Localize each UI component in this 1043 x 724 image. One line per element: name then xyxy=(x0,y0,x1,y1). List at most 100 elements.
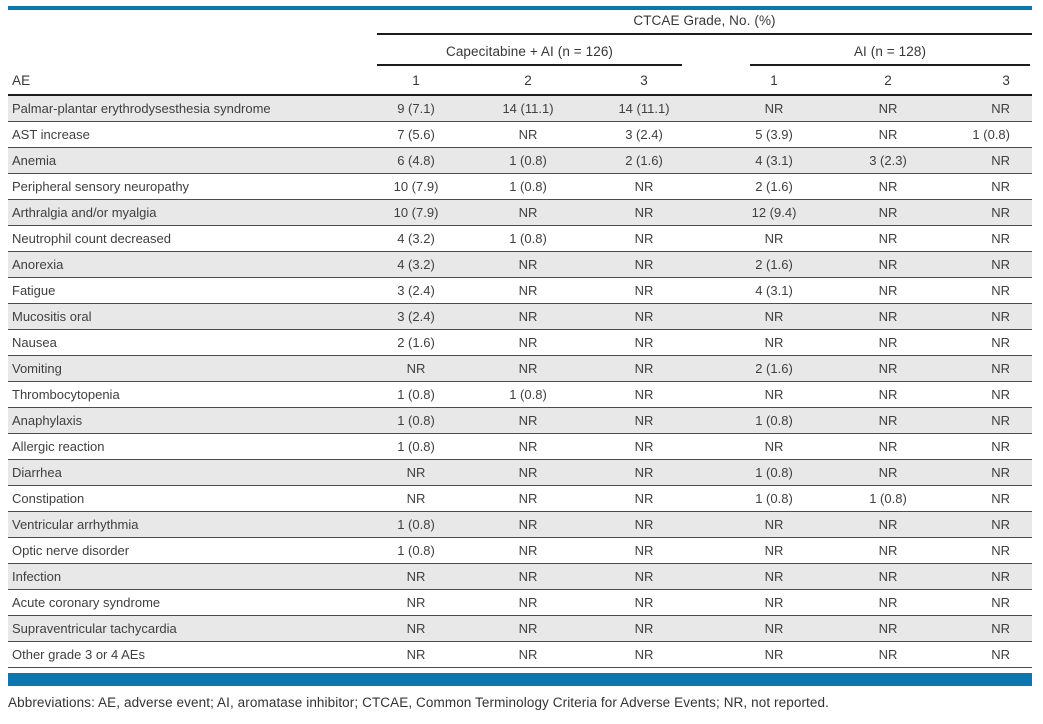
grade-value: NR xyxy=(584,303,704,330)
grade-value: 14 (11.1) xyxy=(472,95,584,122)
grade-value: 4 (3.1) xyxy=(704,147,844,174)
grade-value: NR xyxy=(584,199,704,226)
ae-label: Fatigue xyxy=(8,277,360,304)
table-row: Allergic reaction 1 (0.8) NR NR NR NR NR xyxy=(8,433,1032,460)
grade-value: NR xyxy=(704,225,844,252)
ae-label: Allergic reaction xyxy=(8,433,360,460)
group-capecitabine-ai: Capecitabine + AI (n = 126) xyxy=(377,44,682,66)
table-row: Mucositis oral 3 (2.4) NR NR NR NR NR xyxy=(8,303,1032,330)
grade-value: NR xyxy=(932,95,1032,122)
grade-value: NR xyxy=(584,329,704,356)
grade-col-header-cap-3: 3 xyxy=(584,66,704,96)
ae-label: Infection xyxy=(8,563,360,590)
grade-value: 3 (2.4) xyxy=(360,277,472,304)
ae-label: Anaphylaxis xyxy=(8,407,360,434)
table-row: Palmar-plantar erythrodysesthesia syndro… xyxy=(8,95,1032,122)
grade-header-row: CTCAE Grade, No. (%) xyxy=(8,10,1032,35)
grade-value: 1 (0.8) xyxy=(472,381,584,408)
grade-value: NR xyxy=(360,355,472,382)
abbreviations-footnote: Abbreviations: AE, adverse event; AI, ar… xyxy=(8,694,829,710)
grade-value: 2 (1.6) xyxy=(584,147,704,174)
ae-label: Vomiting xyxy=(8,355,360,382)
grade-value: 2 (1.6) xyxy=(360,329,472,356)
ae-label: Neutrophil count decreased xyxy=(8,225,360,252)
grade-value: NR xyxy=(584,485,704,512)
grade-value: NR xyxy=(472,407,584,434)
ae-label: Supraventricular tachycardia xyxy=(8,615,360,642)
bottom-accent-bar xyxy=(8,672,1032,686)
grade-value: 1 (0.8) xyxy=(844,485,932,512)
grade-value: 6 (4.8) xyxy=(360,147,472,174)
grade-value: NR xyxy=(932,147,1032,174)
grade-value: NR xyxy=(844,121,932,148)
ae-label: Thrombocytopenia xyxy=(8,381,360,408)
grade-value: 2 (1.6) xyxy=(704,355,844,382)
grade-value: 1 (0.8) xyxy=(360,407,472,434)
grade-value: NR xyxy=(360,641,472,668)
ae-label: Mucositis oral xyxy=(8,303,360,330)
grade-value: 10 (7.9) xyxy=(360,199,472,226)
ae-label: Anorexia xyxy=(8,251,360,278)
group-capecitabine-ai-label: Capecitabine + AI (n = 126) xyxy=(445,44,614,59)
table-row: Infection NR NR NR NR NR NR xyxy=(8,563,1032,590)
group-ai: AI (n = 128) xyxy=(750,44,1030,66)
grade-header-spanner: CTCAE Grade, No. (%) xyxy=(377,13,1032,35)
grade-value: NR xyxy=(844,537,932,564)
grade-value: NR xyxy=(472,537,584,564)
grade-value: 1 (0.8) xyxy=(360,433,472,460)
grade-value: NR xyxy=(472,251,584,278)
grade-value: NR xyxy=(472,277,584,304)
corner-spacer xyxy=(8,10,360,35)
grade-value: 3 (2.4) xyxy=(584,121,704,148)
grade-value: NR xyxy=(932,433,1032,460)
grade-value: 7 (5.6) xyxy=(360,121,472,148)
grade-value: NR xyxy=(932,589,1032,616)
table-row: Anemia 6 (4.8) 1 (0.8) 2 (1.6) 4 (3.1) 3… xyxy=(8,147,1032,174)
grade-value: NR xyxy=(584,251,704,278)
top-accent-rule xyxy=(8,6,1032,10)
grade-value: 1 (0.8) xyxy=(704,485,844,512)
grade-value: NR xyxy=(584,225,704,252)
grade-col-header-cap-2: 2 xyxy=(472,66,584,96)
grade-value: NR xyxy=(584,563,704,590)
ae-label: Peripheral sensory neuropathy xyxy=(8,173,360,200)
group-header-row: Capecitabine + AI (n = 126) AI (n = 128) xyxy=(8,35,1032,66)
table-row: Fatigue 3 (2.4) NR NR 4 (3.1) NR NR xyxy=(8,277,1032,304)
grade-value: 3 (2.3) xyxy=(844,147,932,174)
grade-col-header-cap-1: 1 xyxy=(360,66,472,96)
grade-value: NR xyxy=(932,563,1032,590)
table-row: Arthralgia and/or myalgia 10 (7.9) NR NR… xyxy=(8,199,1032,226)
grade-value: NR xyxy=(472,459,584,486)
grade-value: 1 (0.8) xyxy=(472,147,584,174)
grade-value: 1 (0.8) xyxy=(932,121,1032,148)
grade-value: NR xyxy=(472,589,584,616)
grade-value: NR xyxy=(472,303,584,330)
grade-value: NR xyxy=(584,173,704,200)
grade-value: NR xyxy=(932,485,1032,512)
ae-label: Other grade 3 or 4 AEs xyxy=(8,641,360,668)
grade-value: NR xyxy=(932,355,1032,382)
grade-value: NR xyxy=(932,329,1032,356)
grade-value: NR xyxy=(584,511,704,538)
grade-value: NR xyxy=(704,641,844,668)
grade-value: NR xyxy=(360,563,472,590)
grade-value: NR xyxy=(360,615,472,642)
grade-value: NR xyxy=(472,329,584,356)
grade-value: NR xyxy=(932,615,1032,642)
grade-value: 3 (2.4) xyxy=(360,303,472,330)
grade-value: 4 (3.2) xyxy=(360,225,472,252)
grade-value: NR xyxy=(844,225,932,252)
ae-label: AST increase xyxy=(8,121,360,148)
table-row: Diarrhea NR NR NR 1 (0.8) NR NR xyxy=(8,459,1032,486)
grade-value: NR xyxy=(844,459,932,486)
grade-value: NR xyxy=(472,641,584,668)
grade-value: NR xyxy=(844,407,932,434)
table-row: Neutrophil count decreased 4 (3.2) 1 (0.… xyxy=(8,225,1032,252)
grade-value: NR xyxy=(584,381,704,408)
grade-value: NR xyxy=(844,641,932,668)
table-row: Other grade 3 or 4 AEs NR NR NR NR NR NR xyxy=(8,641,1032,668)
grade-value: NR xyxy=(844,199,932,226)
grade-value: NR xyxy=(704,511,844,538)
grade-value: NR xyxy=(844,563,932,590)
